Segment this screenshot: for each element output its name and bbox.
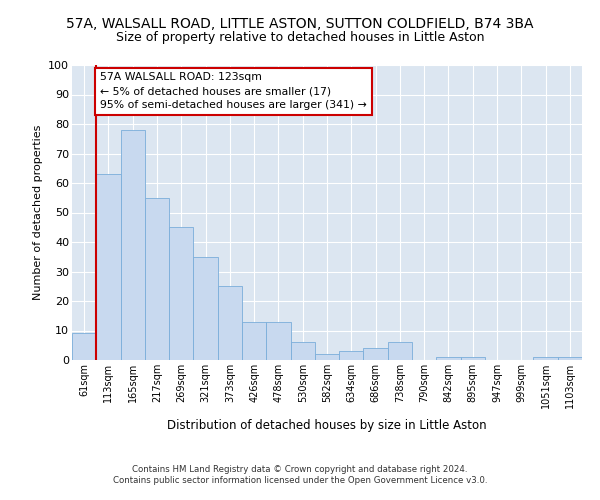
X-axis label: Distribution of detached houses by size in Little Aston: Distribution of detached houses by size … (167, 420, 487, 432)
Text: Contains HM Land Registry data © Crown copyright and database right 2024.: Contains HM Land Registry data © Crown c… (132, 465, 468, 474)
Text: Contains public sector information licensed under the Open Government Licence v3: Contains public sector information licen… (113, 476, 487, 485)
Bar (266, 322, 290, 360)
Text: 57A WALSALL ROAD: 123sqm
← 5% of detached houses are smaller (17)
95% of semi-de: 57A WALSALL ROAD: 123sqm ← 5% of detache… (100, 72, 367, 110)
Bar (72, 334, 96, 360)
Bar (461, 357, 485, 360)
Bar (436, 357, 461, 360)
Bar (193, 257, 218, 360)
Bar (315, 354, 339, 360)
Bar (558, 357, 582, 360)
Y-axis label: Number of detached properties: Number of detached properties (32, 125, 43, 300)
Bar (96, 174, 121, 360)
Text: 57A, WALSALL ROAD, LITTLE ASTON, SUTTON COLDFIELD, B74 3BA: 57A, WALSALL ROAD, LITTLE ASTON, SUTTON … (66, 18, 534, 32)
Bar (145, 198, 169, 360)
Text: Size of property relative to detached houses in Little Aston: Size of property relative to detached ho… (116, 32, 484, 44)
Bar (339, 351, 364, 360)
Bar (364, 348, 388, 360)
Bar (121, 130, 145, 360)
Bar (169, 227, 193, 360)
Bar (218, 286, 242, 360)
Bar (242, 322, 266, 360)
Bar (290, 342, 315, 360)
Bar (388, 342, 412, 360)
Bar (533, 357, 558, 360)
